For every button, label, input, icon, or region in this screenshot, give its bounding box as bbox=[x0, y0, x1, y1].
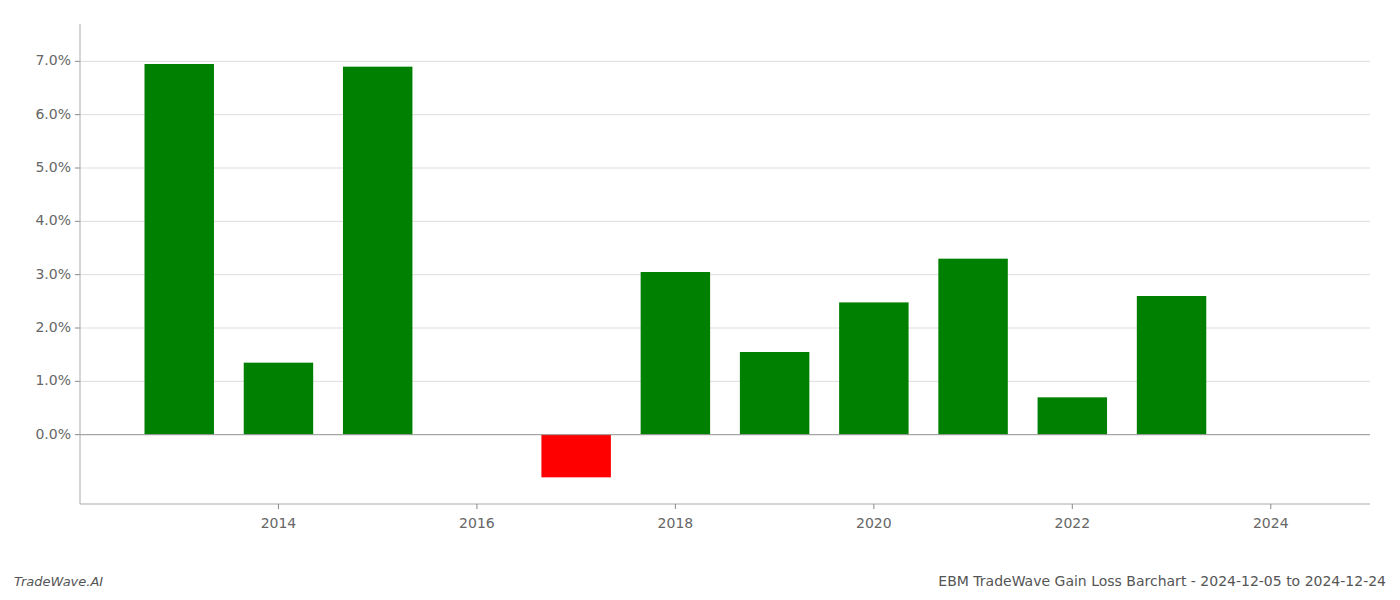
y-tick bbox=[75, 274, 80, 275]
bar bbox=[1137, 296, 1206, 435]
grid-line bbox=[80, 114, 1370, 115]
x-tick-label: 2014 bbox=[261, 515, 297, 531]
x-tick-label: 2020 bbox=[856, 515, 892, 531]
zero-line bbox=[80, 434, 1370, 435]
y-tick-label: 4.0% bbox=[35, 212, 71, 228]
bar bbox=[541, 435, 610, 478]
y-tick bbox=[75, 434, 80, 435]
bar bbox=[938, 259, 1007, 435]
bar bbox=[740, 352, 809, 435]
x-tick-label: 2022 bbox=[1054, 515, 1090, 531]
chart: 0.0% 1.0% 2.0% 3.0% 4.0% 5.0% 6.0% 7.0% 2014 2016… bbox=[0, 0, 1400, 600]
title: EBM TradeWave Gain Loss Barchart - 2024-… bbox=[938, 573, 1386, 589]
y-tick bbox=[75, 61, 80, 62]
x-axis: 2014 2016 2018 2020 2022 2024 bbox=[80, 504, 1370, 531]
bar bbox=[641, 272, 710, 435]
grid-line bbox=[80, 274, 1370, 275]
bar bbox=[839, 302, 908, 434]
y-axis-line bbox=[80, 24, 81, 504]
x-tick-label: 2016 bbox=[459, 515, 495, 531]
x-tick bbox=[675, 504, 676, 509]
y-tick-label: 7.0% bbox=[35, 52, 71, 68]
y-tick bbox=[75, 381, 80, 382]
bar bbox=[343, 67, 412, 435]
grid-line bbox=[80, 221, 1370, 222]
x-tick-label: 2018 bbox=[658, 515, 694, 531]
x-tick-label: 2024 bbox=[1253, 515, 1289, 531]
bars bbox=[145, 64, 1207, 477]
bar bbox=[1038, 397, 1107, 434]
y-tick bbox=[75, 114, 80, 115]
y-tick-label: 2.0% bbox=[35, 319, 71, 335]
bar bbox=[244, 363, 313, 435]
y-tick-label: 1.0% bbox=[35, 372, 71, 388]
grid-line bbox=[80, 61, 1370, 62]
grid bbox=[80, 61, 1370, 434]
y-axis: 0.0% 1.0% 2.0% 3.0% 4.0% 5.0% 6.0% 7.0% bbox=[35, 24, 80, 504]
x-tick bbox=[1072, 504, 1073, 509]
y-tick-label: 0.0% bbox=[35, 426, 71, 442]
footer: TradeWave.AI bbox=[14, 574, 103, 589]
y-tick bbox=[75, 328, 80, 329]
bar bbox=[145, 64, 214, 435]
x-tick bbox=[476, 504, 477, 509]
y-tick-label: 3.0% bbox=[35, 266, 71, 282]
x-tick bbox=[1270, 504, 1271, 509]
x-tick bbox=[873, 504, 874, 509]
y-tick-label: 6.0% bbox=[35, 106, 71, 122]
background bbox=[0, 0, 1400, 600]
x-axis-line bbox=[80, 504, 1370, 505]
y-tick bbox=[75, 168, 80, 169]
grid-line bbox=[80, 434, 1370, 435]
grid-line bbox=[80, 168, 1370, 169]
y-tick-label: 5.0% bbox=[35, 159, 71, 175]
x-tick bbox=[278, 504, 279, 509]
y-tick bbox=[75, 221, 80, 222]
